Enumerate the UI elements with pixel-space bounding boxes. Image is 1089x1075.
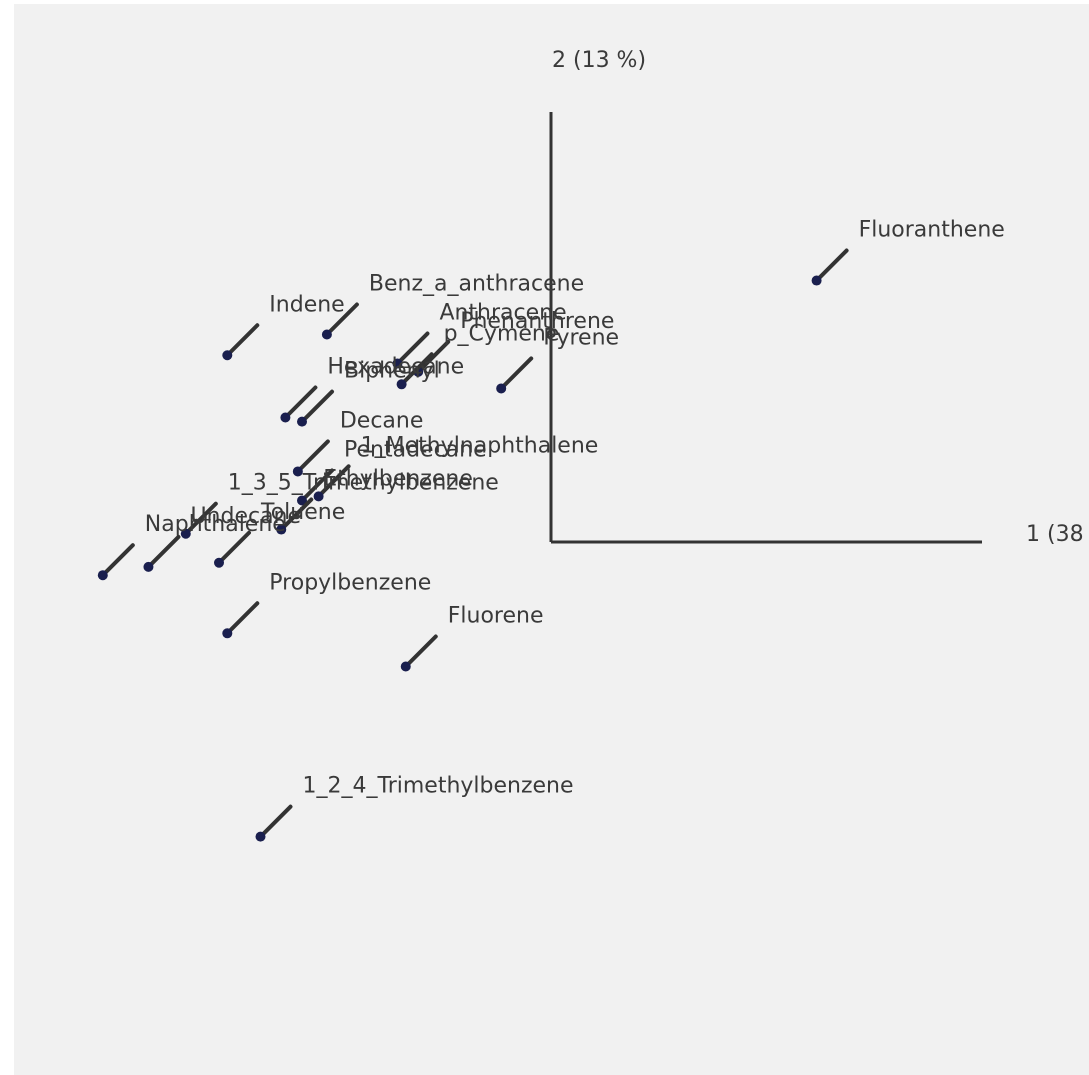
point-label: Fluoranthene (859, 218, 1005, 243)
point-tick (324, 302, 359, 337)
point-tick (217, 530, 251, 565)
point-tick (183, 501, 218, 536)
point-label: Decane (340, 408, 424, 433)
point-tick (225, 601, 260, 636)
data-point (297, 416, 307, 427)
point-tick (100, 543, 135, 578)
point-tick (146, 534, 181, 569)
data-point (222, 350, 233, 361)
data-point (321, 329, 332, 340)
point-label: Pentadecane (344, 438, 487, 463)
point-label: Phenanthrene (460, 309, 614, 334)
data-point (313, 491, 324, 502)
data-point (255, 831, 266, 842)
point-tick (395, 331, 430, 366)
data-point (280, 412, 291, 423)
point-label: Benz_a_anthracene (369, 272, 584, 297)
y-axis-label: 2 (13 %) (552, 48, 646, 73)
points-layer (97, 248, 849, 842)
scatter-plot: 2 (13 %) 1 (38 Fluoranthene Benz_a_anthra… (97, 48, 1084, 842)
point-label: Indene (269, 292, 344, 317)
point-label: Toluene (260, 500, 345, 525)
point-tick (258, 804, 293, 839)
point-tick (403, 634, 438, 669)
point-label: Propylbenzene (269, 570, 431, 595)
data-point (292, 466, 303, 477)
x-axis-label: 1 (38 (1026, 522, 1084, 547)
point-tick (300, 389, 334, 424)
point-label: Anthracene (439, 301, 566, 326)
plot-panel: 2 (13 %) 1 (38 Fluoranthene Benz_a_anthra… (14, 4, 1089, 1075)
point-tick (316, 464, 351, 499)
data-point (214, 557, 224, 568)
data-point (400, 661, 411, 672)
point-tick (416, 339, 451, 374)
point-tick (295, 439, 330, 474)
point-label: Pyrene (543, 325, 619, 350)
point-tick (279, 497, 314, 532)
point-label: 1_2_4_Trimethylbenzene (303, 774, 574, 799)
data-point (143, 561, 154, 572)
data-point (496, 383, 507, 394)
point-label: p_Cymene (444, 321, 560, 346)
point-tick (225, 323, 260, 358)
point-label: Naphthalene (145, 512, 286, 537)
point-label: Ethylbenzene (323, 467, 473, 492)
point-tick (814, 248, 849, 283)
data-point (297, 495, 307, 506)
point-label: Fluorene (448, 604, 544, 629)
point-label: Hexadecane (327, 355, 464, 380)
point-label: Undecane (190, 504, 301, 529)
data-point (392, 358, 403, 369)
point-tick (283, 385, 318, 420)
data-point (180, 528, 191, 539)
point-label: 1_Methylnaphthalene (361, 433, 599, 458)
point-label: 1_3_5_Trimethylbenzene (228, 471, 499, 496)
data-point (396, 379, 407, 390)
point-tick (300, 468, 334, 503)
point-label: Biphenyl (344, 359, 440, 384)
point-tick (499, 356, 534, 391)
point-tick (399, 352, 434, 387)
data-point (97, 570, 108, 581)
data-point (811, 275, 822, 286)
labels-layer: Fluoranthene Benz_a_anthracene Indene Anthr… (145, 218, 1005, 799)
data-point (222, 628, 233, 639)
data-point (276, 524, 287, 535)
